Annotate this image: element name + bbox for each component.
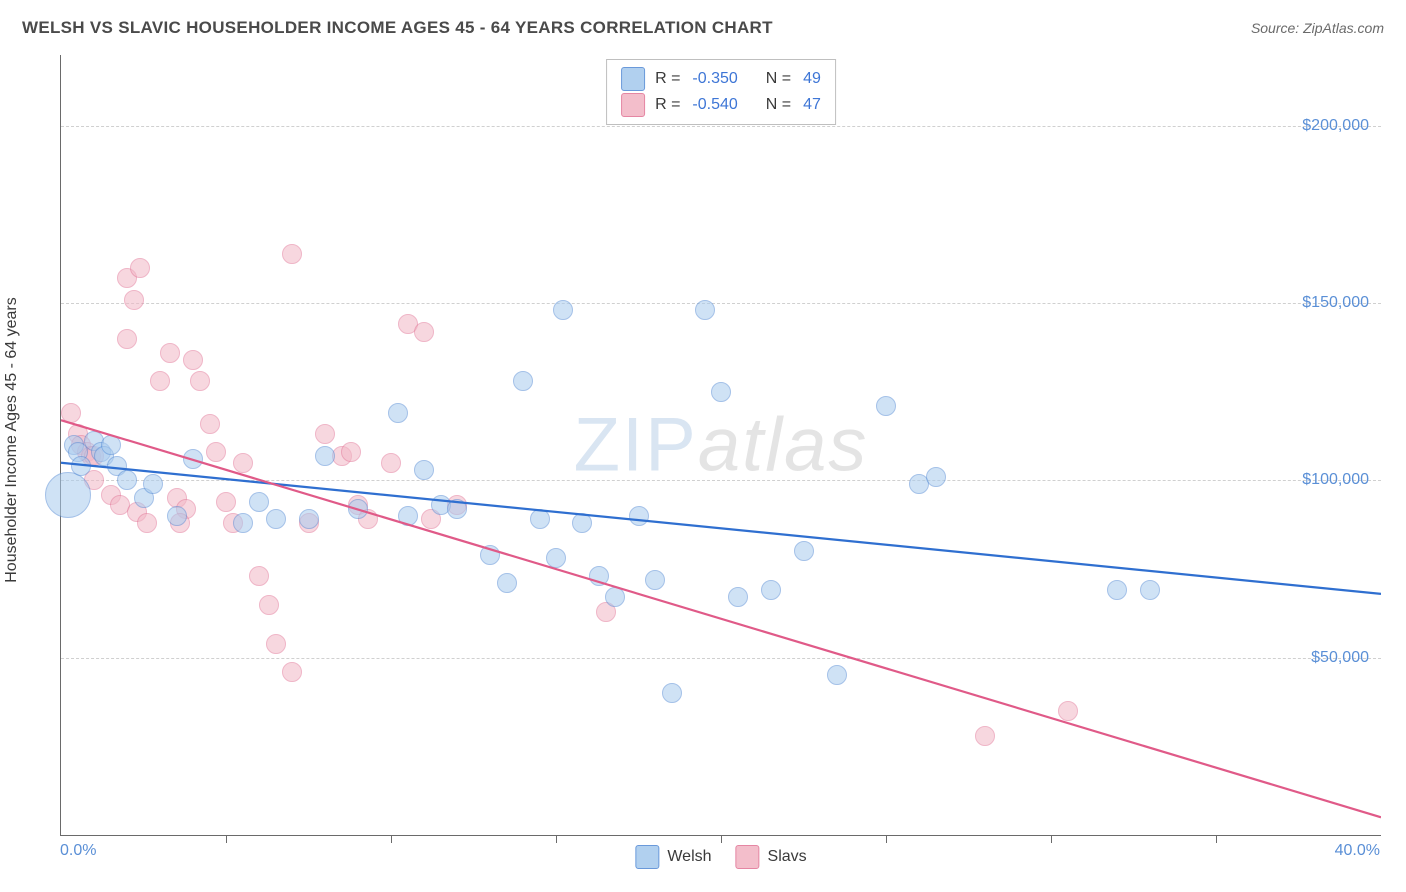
point-welsh [546,548,566,568]
point-welsh [572,513,592,533]
x-tick [1051,835,1052,843]
point-slavs [117,329,137,349]
y-axis-label: Householder Income Ages 45 - 64 years [3,297,21,583]
point-slavs [266,634,286,654]
point-welsh [447,499,467,519]
point-slavs [124,290,144,310]
point-welsh [480,545,500,565]
x-tick [556,835,557,843]
point-slavs [160,343,180,363]
x-tick [886,835,887,843]
point-welsh [794,541,814,561]
point-slavs [183,350,203,370]
point-welsh [711,382,731,402]
swatch-slavs [621,93,645,117]
legend-item-welsh: Welsh [635,845,711,869]
point-welsh [167,506,187,526]
plot-area: ZIPatlas R = -0.350 N = 49 R = -0.540 N … [60,55,1381,836]
point-welsh [662,683,682,703]
swatch-slavs-icon [736,845,760,869]
point-welsh [117,470,137,490]
point-welsh [71,456,91,476]
legend-item-slavs: Slavs [736,845,807,869]
x-tick [226,835,227,843]
point-slavs [341,442,361,462]
point-welsh [398,506,418,526]
point-slavs [249,566,269,586]
point-welsh [249,492,269,512]
point-slavs [975,726,995,746]
point-welsh [513,371,533,391]
point-slavs [200,414,220,434]
point-welsh [530,509,550,529]
point-slavs [414,322,434,342]
point-welsh [827,665,847,685]
x-tick [1216,835,1217,843]
y-tick-label: $50,000 [1311,649,1369,667]
point-slavs [259,595,279,615]
chart-title: WELSH VS SLAVIC HOUSEHOLDER INCOME AGES … [22,18,773,37]
legend-row-slavs: R = -0.540 N = 47 [621,92,821,118]
point-slavs [137,513,157,533]
gridline [61,658,1381,659]
point-slavs [206,442,226,462]
point-slavs [315,424,335,444]
point-welsh [388,403,408,423]
point-welsh [728,587,748,607]
x-tick [721,835,722,843]
point-welsh [589,566,609,586]
point-welsh [926,467,946,487]
point-welsh [183,449,203,469]
point-welsh [645,570,665,590]
y-tick-label: $150,000 [1302,294,1369,312]
point-slavs [282,662,302,682]
swatch-welsh-icon [635,845,659,869]
point-welsh [101,435,121,455]
point-welsh [497,573,517,593]
point-welsh [315,446,335,466]
point-slavs [216,492,236,512]
x-tick [391,835,392,843]
point-slavs [282,244,302,264]
point-welsh [553,300,573,320]
gridline [61,126,1381,127]
point-welsh [414,460,434,480]
gridline [61,303,1381,304]
y-tick-label: $100,000 [1302,471,1369,489]
y-tick-label: $200,000 [1302,117,1369,135]
point-slavs [1058,701,1078,721]
point-slavs [233,453,253,473]
point-welsh [348,499,368,519]
point-welsh [45,472,91,518]
watermark: ZIPatlas [574,402,869,489]
series-legend: Welsh Slavs [635,845,806,869]
point-slavs [150,371,170,391]
point-welsh [266,509,286,529]
point-slavs [130,258,150,278]
point-welsh [605,587,625,607]
source-attribution: Source: ZipAtlas.com [1251,20,1384,36]
trend-lines [61,55,1381,835]
point-welsh [876,396,896,416]
point-welsh [143,474,163,494]
point-slavs [61,403,81,423]
point-welsh [1107,580,1127,600]
point-slavs [381,453,401,473]
point-welsh [761,580,781,600]
swatch-welsh [621,67,645,91]
point-welsh [299,509,319,529]
point-slavs [190,371,210,391]
point-welsh [629,506,649,526]
gridline [61,480,1381,481]
x-axis-min: 0.0% [60,842,96,860]
correlation-legend: R = -0.350 N = 49 R = -0.540 N = 47 [606,59,836,125]
point-welsh [1140,580,1160,600]
x-axis-max: 40.0% [1335,842,1380,860]
point-welsh [695,300,715,320]
legend-row-welsh: R = -0.350 N = 49 [621,66,821,92]
point-welsh [233,513,253,533]
